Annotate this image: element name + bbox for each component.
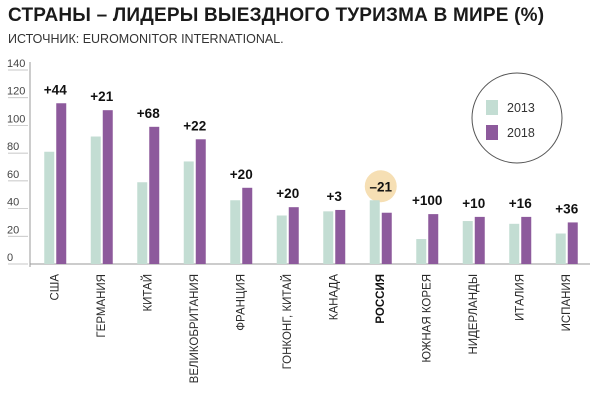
category-label-8: ЮЖНАЯ КОРЕЯ xyxy=(421,274,433,363)
bar-2013-4 xyxy=(230,200,241,264)
bar-2013-3 xyxy=(183,161,194,264)
category-label-2: КИТАЙ xyxy=(141,274,154,312)
change-label-5: +20 xyxy=(276,186,299,201)
bar-2013-10 xyxy=(509,223,520,264)
bar-2013-0 xyxy=(44,151,55,264)
highlight-layer xyxy=(364,170,397,203)
change-label-9: +10 xyxy=(462,196,485,211)
category-labels-layer: США ГЕРМАНИЯ КИТАЙ ВЕЛИКОБРИТАНИЯ ФРАНЦИЯ ГОН… xyxy=(49,274,573,384)
change-label-6: +3 xyxy=(327,189,343,204)
y-tick-label-120: 120 xyxy=(7,86,25,98)
category-label-10: ИТАЛИЯ xyxy=(514,274,526,321)
change-label-4: +20 xyxy=(230,167,253,182)
highlight-circle-7 xyxy=(364,170,397,203)
category-label-11: ИСПАНИЯ xyxy=(561,274,573,331)
bar-2018-7 xyxy=(381,212,392,264)
change-label-3: +22 xyxy=(183,118,206,133)
change-label-1: +21 xyxy=(90,89,113,104)
bar-2013-6 xyxy=(323,211,334,264)
change-label-7: –21 xyxy=(369,179,392,194)
category-label-4: ФРАНЦИЯ xyxy=(235,274,247,331)
y-tick-label-60: 60 xyxy=(7,169,19,181)
category-label-5: ГОНКОНГ, КИТАЙ xyxy=(281,274,294,369)
bar-2018-9 xyxy=(474,216,485,264)
legend-circle xyxy=(471,72,563,164)
change-label-10: +16 xyxy=(509,196,532,211)
legend-label-2018: 2018 xyxy=(507,126,535,140)
bar-2013-5 xyxy=(276,215,287,264)
change-label-0: +44 xyxy=(44,82,67,97)
change-labels-layer: +44 +21 +68 +22 +20 +20 +3 –21 +100 +10 +16 +36 xyxy=(44,82,579,216)
y-tick-label-20: 20 xyxy=(7,224,19,236)
legend-swatch-2013 xyxy=(486,100,498,115)
legend: 2013 2018 xyxy=(471,72,563,164)
category-label-9: НИДЕРЛАНДЫ xyxy=(468,274,480,355)
y-tick-label-40: 40 xyxy=(7,197,19,209)
bar-2013-1 xyxy=(90,136,101,264)
bar-2013-9 xyxy=(462,221,473,264)
category-label-7: РОССИЯ xyxy=(375,274,387,324)
legend-swatch-2018 xyxy=(486,125,498,140)
bar-2018-2 xyxy=(149,126,160,264)
bar-2018-6 xyxy=(335,209,346,264)
bars-layer xyxy=(44,103,578,264)
category-label-1: ГЕРМАНИЯ xyxy=(96,274,108,338)
change-label-8: +100 xyxy=(412,193,442,208)
bar-2013-8 xyxy=(416,239,427,264)
category-label-3: ВЕЛИКОБРИТАНИЯ xyxy=(189,274,201,383)
chart-source: ИСТОЧНИК: EUROMONITOR INTERNATIONAL. xyxy=(8,32,284,46)
category-label-0: США xyxy=(49,274,61,301)
bar-2013-7 xyxy=(369,200,380,264)
chart-title: СТРАНЫ – ЛИДЕРЫ ВЫЕЗДНОГО ТУРИЗМА В МИРЕ… xyxy=(8,5,545,26)
change-label-2: +68 xyxy=(137,106,160,121)
bar-2018-1 xyxy=(102,110,113,264)
bar-2018-0 xyxy=(56,103,67,264)
y-tick-label-80: 80 xyxy=(7,141,19,153)
bar-2018-5 xyxy=(288,207,299,264)
bar-2013-11 xyxy=(555,233,566,264)
bar-2018-3 xyxy=(195,139,206,264)
y-tick-label-0: 0 xyxy=(7,252,13,264)
y-tick-label-100: 100 xyxy=(7,113,25,125)
bar-2018-4 xyxy=(242,187,253,264)
bar-2018-10 xyxy=(521,216,532,264)
bar-2018-11 xyxy=(567,222,578,264)
change-label-11: +36 xyxy=(555,201,578,216)
legend-label-2013: 2013 xyxy=(507,101,535,115)
bar-2013-2 xyxy=(137,182,148,264)
bar-2018-8 xyxy=(428,214,439,264)
y-tick-label-140: 140 xyxy=(7,58,25,70)
category-label-6: КАНАДА xyxy=(328,274,340,321)
y-axis: 0 20 40 60 80 100 120 140 xyxy=(7,58,590,267)
